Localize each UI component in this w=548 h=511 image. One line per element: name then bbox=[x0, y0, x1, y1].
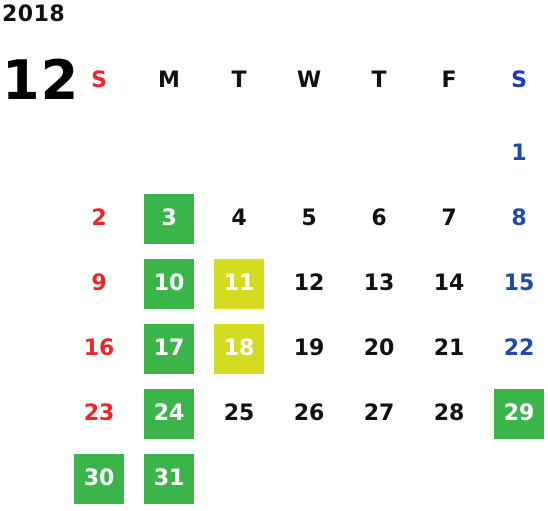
calendar-cell bbox=[274, 446, 344, 511]
calendar-cell: 12 bbox=[274, 251, 344, 316]
weekday-tuesday: T bbox=[231, 67, 247, 93]
calendar-day[interactable]: 7 bbox=[441, 206, 457, 231]
calendar-day[interactable]: 14 bbox=[433, 271, 465, 296]
calendar-cell bbox=[484, 446, 548, 511]
calendar-day[interactable]: 20 bbox=[363, 336, 395, 361]
calendar-cell: 21 bbox=[414, 316, 484, 381]
calendar-month: 12 bbox=[2, 49, 80, 112]
calendar-cell: 30 bbox=[64, 446, 134, 511]
calendar-cell: 2 bbox=[64, 186, 134, 251]
calendar-cell bbox=[344, 446, 414, 511]
calendar-cell: 27 bbox=[344, 381, 414, 446]
calendar-day[interactable]: 26 bbox=[293, 401, 325, 426]
calendar-day[interactable]: 19 bbox=[293, 336, 325, 361]
calendar-day[interactable]: 2 bbox=[91, 206, 107, 231]
calendar-day[interactable]: 13 bbox=[363, 271, 395, 296]
calendar-cell: 10 bbox=[134, 251, 204, 316]
calendar-day-highlighted[interactable]: 17 bbox=[144, 323, 194, 374]
calendar-cell: 20 bbox=[344, 316, 414, 381]
calendar-day-highlighted[interactable]: 24 bbox=[144, 388, 194, 439]
calendar-cell: 25 bbox=[204, 381, 274, 446]
calendar-day-highlighted[interactable]: 10 bbox=[144, 258, 194, 309]
calendar-cell: 3 bbox=[134, 186, 204, 251]
calendar-cell bbox=[414, 446, 484, 511]
calendar-day[interactable]: 16 bbox=[83, 336, 115, 361]
calendar-day[interactable]: 8 bbox=[511, 206, 527, 231]
weekday-monday: M bbox=[158, 67, 180, 93]
calendar-day[interactable]: 6 bbox=[371, 206, 387, 231]
calendar-day[interactable]: 1 bbox=[511, 141, 527, 166]
calendar-day[interactable]: 9 bbox=[91, 271, 107, 296]
calendar-cell: 24 bbox=[134, 381, 204, 446]
calendar-cell: 22 bbox=[484, 316, 548, 381]
calendar-day[interactable]: 27 bbox=[363, 401, 395, 426]
calendar-cell bbox=[204, 446, 274, 511]
calendar-cell bbox=[64, 121, 134, 186]
calendar-cell: 4 bbox=[204, 186, 274, 251]
calendar-day[interactable]: 21 bbox=[433, 336, 465, 361]
calendar-cell bbox=[414, 121, 484, 186]
calendar-cell: 29 bbox=[484, 381, 548, 446]
calendar-cell: 6 bbox=[344, 186, 414, 251]
weekday-sunday: S bbox=[91, 67, 107, 93]
calendar-cell: 23 bbox=[64, 381, 134, 446]
calendar-cell: 26 bbox=[274, 381, 344, 446]
calendar-cell: 16 bbox=[64, 316, 134, 381]
calendar-day-highlighted[interactable]: 3 bbox=[144, 193, 194, 244]
calendar-cell: 13 bbox=[344, 251, 414, 316]
calendar-cell bbox=[344, 121, 414, 186]
calendar-day-highlighted[interactable]: 11 bbox=[214, 258, 264, 309]
calendar-cell: 31 bbox=[134, 446, 204, 511]
calendar-day-highlighted[interactable]: 31 bbox=[144, 453, 194, 504]
calendar-day[interactable]: 28 bbox=[433, 401, 465, 426]
weekday-wednesday: W bbox=[296, 67, 322, 93]
calendar-cell: 8 bbox=[484, 186, 548, 251]
calendar-cell bbox=[274, 121, 344, 186]
calendar-cell: 15 bbox=[484, 251, 548, 316]
calendar-cell: 11 bbox=[204, 251, 274, 316]
calendar-day[interactable]: 12 bbox=[293, 271, 325, 296]
calendar-cell: 9 bbox=[64, 251, 134, 316]
calendar-cell: 19 bbox=[274, 316, 344, 381]
weekday-friday: F bbox=[441, 67, 457, 93]
calendar-day[interactable]: 15 bbox=[503, 271, 535, 296]
calendar-day-grid: 1 2 3 4 5 6 7 8 9 10 11 12 13 14 15 16 17 18 19 20 21 22 23 24 2… bbox=[64, 121, 548, 511]
calendar-day[interactable]: 23 bbox=[83, 401, 115, 426]
calendar-cell: 14 bbox=[414, 251, 484, 316]
calendar-cell: 7 bbox=[414, 186, 484, 251]
calendar-day[interactable]: 4 bbox=[231, 206, 247, 231]
weekday-thursday: T bbox=[371, 67, 387, 93]
calendar-cell: 5 bbox=[274, 186, 344, 251]
calendar-cell: 1 bbox=[484, 121, 548, 186]
calendar-cell: 17 bbox=[134, 316, 204, 381]
calendar-cell bbox=[134, 121, 204, 186]
calendar-day-highlighted[interactable]: 18 bbox=[214, 323, 264, 374]
calendar-day[interactable]: 22 bbox=[503, 336, 535, 361]
calendar-year: 2018 bbox=[2, 2, 66, 27]
calendar-cell: 28 bbox=[414, 381, 484, 446]
calendar-cell: 18 bbox=[204, 316, 274, 381]
weekday-saturday: S bbox=[511, 67, 527, 93]
calendar-day[interactable]: 25 bbox=[223, 401, 255, 426]
weekday-header-row: S M T W T F S bbox=[64, 56, 548, 104]
calendar-day-highlighted[interactable]: 30 bbox=[74, 453, 124, 504]
calendar-day[interactable]: 5 bbox=[301, 206, 317, 231]
calendar-day-highlighted[interactable]: 29 bbox=[494, 388, 544, 439]
calendar-cell bbox=[204, 121, 274, 186]
